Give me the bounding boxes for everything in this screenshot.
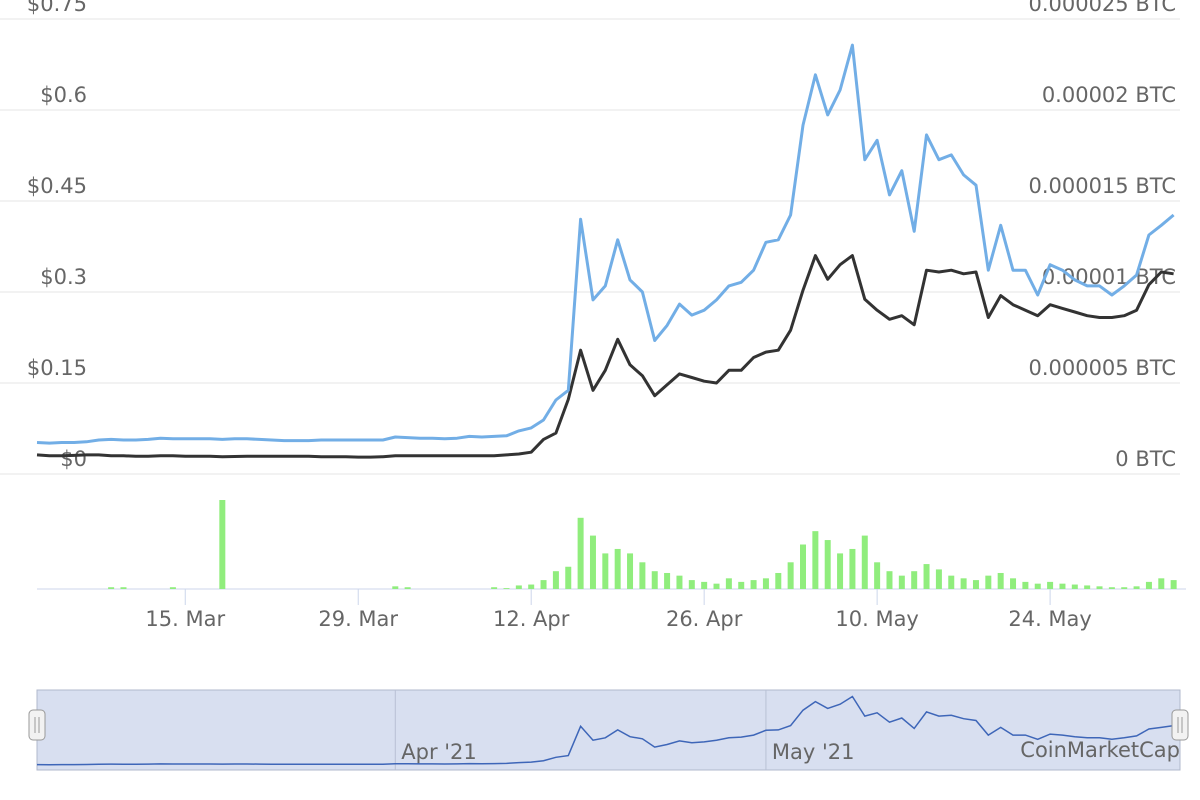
volume-bar bbox=[614, 548, 621, 589]
navigator-tick-label: May '21 bbox=[772, 740, 855, 764]
volume-bar bbox=[787, 562, 794, 589]
volume-bar bbox=[1170, 580, 1177, 589]
volume-bar bbox=[552, 571, 559, 589]
volume-bar bbox=[738, 581, 745, 589]
y2-tick-label: 0.000015 BTC bbox=[1028, 174, 1176, 198]
volume-bar bbox=[812, 531, 819, 589]
watermark: CoinMarketCap bbox=[1020, 738, 1180, 762]
volume-bar bbox=[515, 585, 522, 589]
volume-bar bbox=[1034, 583, 1041, 589]
navigator-line bbox=[36, 695, 1174, 766]
volume-bar bbox=[824, 540, 831, 589]
volume-bar bbox=[935, 569, 942, 589]
volume-bar bbox=[898, 575, 905, 589]
x-tick-label: 29. Mar bbox=[318, 607, 398, 631]
volume-bar bbox=[886, 571, 893, 589]
volume-bar bbox=[1121, 587, 1128, 589]
x-tick-label: 24. May bbox=[1008, 607, 1092, 631]
volume-bar bbox=[651, 571, 658, 589]
navigator-tick-label: Apr '21 bbox=[401, 740, 477, 764]
volume-bar bbox=[392, 586, 399, 589]
volume-bar bbox=[404, 587, 411, 589]
volume-bar bbox=[1108, 587, 1115, 589]
volume-bar bbox=[528, 584, 535, 589]
y-tick-label: $0.6 bbox=[40, 83, 87, 107]
volume-bar bbox=[713, 583, 720, 589]
volume-bar bbox=[972, 580, 979, 589]
y-tick-label: $0.15 bbox=[27, 356, 87, 380]
volume-bar bbox=[911, 571, 918, 589]
volume-bar bbox=[540, 580, 547, 589]
volume-bar bbox=[688, 580, 695, 589]
y2-tick-label: 0.000005 BTC bbox=[1028, 356, 1176, 380]
y2-tick-label: 0.00001 BTC bbox=[1042, 265, 1176, 289]
y2-tick-label: 0 BTC bbox=[1115, 447, 1176, 471]
y-tick-label: $0.45 bbox=[27, 174, 87, 198]
volume-bar bbox=[1047, 581, 1054, 589]
volume-bar bbox=[1022, 581, 1029, 589]
volume-bar bbox=[861, 535, 868, 589]
price-line bbox=[36, 43, 1175, 445]
volume-bar bbox=[750, 580, 757, 589]
volume-bar bbox=[120, 587, 127, 589]
x-tick-label: 15. Mar bbox=[145, 607, 225, 631]
volume-bar bbox=[775, 572, 782, 589]
volume-bar bbox=[923, 564, 930, 589]
volume-bar bbox=[1059, 583, 1066, 589]
volume-bar bbox=[108, 587, 115, 589]
volume-bar bbox=[997, 572, 1004, 589]
volume-bar bbox=[849, 548, 856, 589]
volume-bar bbox=[1010, 578, 1017, 589]
navigator-handle[interactable] bbox=[28, 709, 46, 741]
y-tick-label: $0 bbox=[60, 447, 87, 471]
price-line bbox=[36, 254, 1174, 459]
volume-bar bbox=[837, 553, 844, 589]
volume-bar bbox=[762, 578, 769, 589]
volume-bar bbox=[169, 587, 176, 589]
volume-bar bbox=[602, 553, 609, 589]
volume-bar bbox=[1145, 581, 1152, 589]
volume-bar bbox=[219, 500, 226, 589]
x-tick-label: 10. May bbox=[835, 607, 919, 631]
volume-bar bbox=[725, 578, 732, 589]
navigator-handle[interactable] bbox=[1171, 709, 1189, 741]
volume-bar bbox=[639, 562, 646, 589]
volume-bar bbox=[627, 553, 634, 589]
volume-bar bbox=[1084, 585, 1091, 589]
x-tick-label: 26. Apr bbox=[666, 607, 743, 631]
volume-bar bbox=[800, 544, 806, 589]
volume-bar bbox=[503, 588, 510, 589]
volume-bar bbox=[565, 566, 572, 589]
volume-bar bbox=[664, 572, 671, 589]
volume-bar bbox=[948, 575, 955, 589]
volume-bar bbox=[1158, 578, 1165, 589]
y2-tick-label: 0.00002 BTC bbox=[1042, 83, 1176, 107]
volume-bar bbox=[701, 581, 708, 589]
x-tick-label: 12. Apr bbox=[493, 607, 570, 631]
volume-bar bbox=[1071, 584, 1078, 589]
volume-bar bbox=[589, 535, 596, 589]
y2-tick-label: 0.000025 BTC bbox=[1028, 0, 1176, 16]
volume-bar bbox=[676, 575, 683, 589]
volume-bar bbox=[1133, 586, 1140, 589]
navigator-window bbox=[36, 689, 1181, 771]
y-tick-label: $0.75 bbox=[27, 0, 87, 16]
y-tick-label: $0.3 bbox=[40, 265, 87, 289]
volume-bar bbox=[1096, 586, 1103, 589]
volume-bar bbox=[491, 587, 498, 589]
volume-bar bbox=[577, 517, 584, 589]
volume-bar bbox=[960, 578, 967, 589]
volume-bar bbox=[985, 575, 992, 589]
volume-bar bbox=[874, 562, 881, 589]
